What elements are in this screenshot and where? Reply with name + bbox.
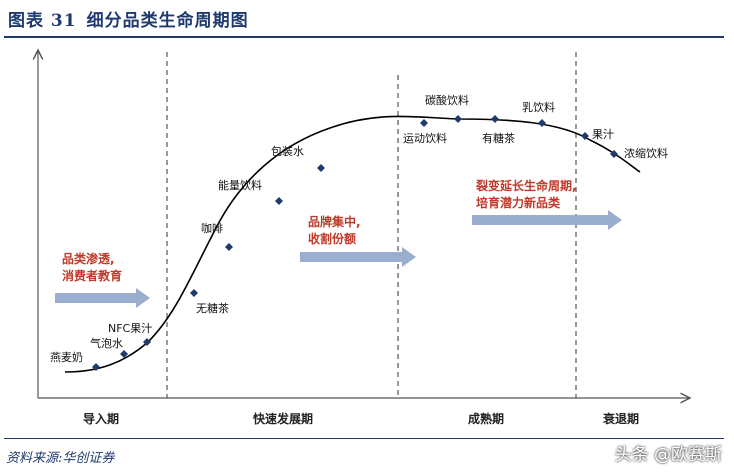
marker-packaged-water <box>317 164 325 172</box>
annotation-3-line-2: 培育潜力新品类 <box>476 195 561 210</box>
annotation-1-line-1: 品类渗透, <box>62 251 115 266</box>
source-rule <box>4 438 724 439</box>
label-coffee: 咖啡 <box>201 221 223 235</box>
label-juice: 果汁 <box>592 128 614 141</box>
annotation-2-line-2: 收割份额 <box>308 231 356 246</box>
strategy-arrow-1 <box>55 288 150 308</box>
source-note: 资料来源:华创证券 <box>6 451 115 466</box>
marker-oat-milk <box>92 363 100 371</box>
marker-sweetened-tea <box>491 115 499 123</box>
lifecycle-diagram: 燕麦奶 气泡水 NFC果汁 无糖茶 咖啡 能量饮料 包装水 运动饮料 碳酸饮料 … <box>0 0 734 426</box>
marker-nfc-juice <box>143 338 151 346</box>
label-carbonated-drink: 碳酸饮料 <box>425 93 469 107</box>
marker-coffee <box>225 243 233 251</box>
label-sports-drink: 运动饮料 <box>403 131 447 145</box>
label-concentrate: 浓缩饮料 <box>624 146 668 160</box>
product-markers: 燕麦奶 气泡水 NFC果汁 无糖茶 咖啡 能量饮料 包装水 运动饮料 碳酸饮料 … <box>50 93 668 371</box>
stage-label-introduction: 导入期 <box>83 411 119 426</box>
label-nfc-juice: NFC果汁 <box>108 322 152 335</box>
label-sweetened-tea: 有糖茶 <box>482 131 515 145</box>
marker-sugar-free-tea <box>190 289 198 297</box>
figure-number: 图表 31 <box>8 11 77 31</box>
figure-title-text: 细分品类生命周期图 <box>86 11 249 31</box>
stage-label-decline: 衰退期 <box>602 411 639 426</box>
label-sparkling-water: 气泡水 <box>90 336 123 350</box>
marker-energy-drink <box>275 197 283 205</box>
stage-label-maturity: 成熟期 <box>468 411 504 426</box>
annotation-2-line-1: 品牌集中, <box>308 214 361 229</box>
marker-sports-drink <box>420 119 428 127</box>
figure-title: 图表 31 细分品类生命周期图 <box>8 6 259 31</box>
watermark: 头条 @欧赛斯 <box>614 445 722 465</box>
strategy-arrow-2 <box>300 247 416 267</box>
annotation-1-line-2: 消费者教育 <box>62 268 122 283</box>
label-dairy-drink: 乳饮料 <box>522 100 555 114</box>
marker-sparkling-water <box>120 350 128 358</box>
marker-concentrate <box>610 150 618 158</box>
stage-label-growth: 快速发展期 <box>253 411 313 426</box>
marker-juice <box>581 132 589 140</box>
marker-dairy-drink <box>538 119 546 127</box>
strategy-arrow-3 <box>472 210 622 230</box>
label-sugar-free-tea: 无糖茶 <box>196 301 229 315</box>
marker-carbonated-drink <box>454 115 462 123</box>
label-energy-drink: 能量饮料 <box>218 178 262 192</box>
title-rule <box>4 36 724 38</box>
label-packaged-water: 包装水 <box>271 145 304 158</box>
label-oat-milk: 燕麦奶 <box>50 350 83 364</box>
annotation-3-line-1: 裂变延长生命周期, <box>475 178 577 193</box>
